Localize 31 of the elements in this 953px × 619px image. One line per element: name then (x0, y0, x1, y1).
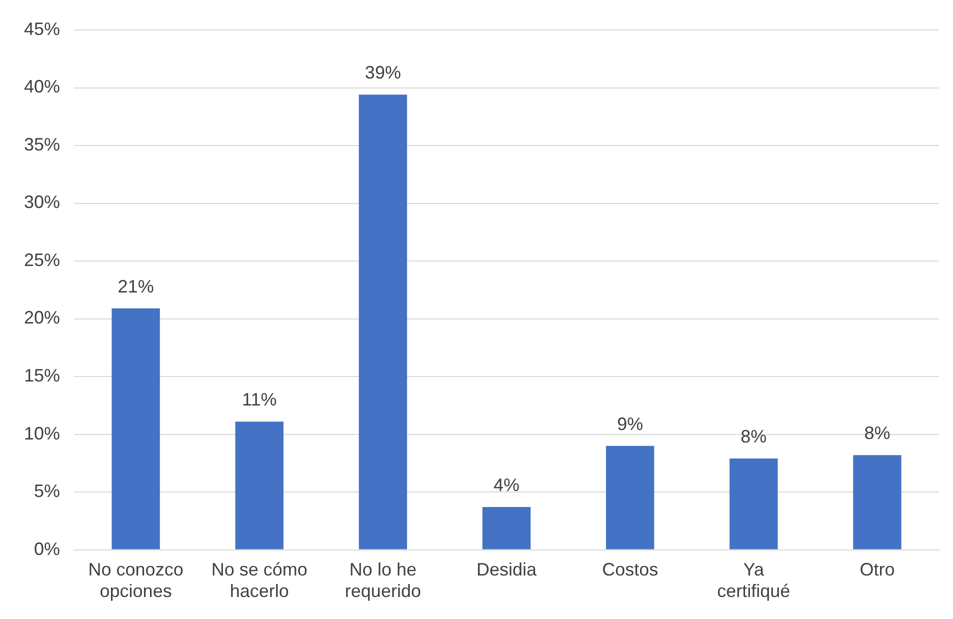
y-tick-label: 20% (24, 308, 60, 328)
x-tick-label: Costos (602, 560, 658, 580)
bar (853, 455, 902, 550)
bar (482, 507, 531, 550)
x-tick-label: No se cómo hacerlo (211, 560, 308, 602)
data-label: 39% (364, 62, 401, 83)
y-tick-label: 25% (24, 250, 60, 270)
data-label: 8% (740, 426, 767, 447)
data-label: 11% (242, 390, 277, 410)
bar (730, 458, 778, 550)
y-tick-label: 10% (24, 423, 60, 444)
x-tick-label: No lo he requerido (344, 560, 421, 602)
data-label: 8% (864, 423, 890, 444)
bar (358, 94, 408, 550)
y-tick-label: 0% (34, 538, 60, 559)
y-tick-label: 30% (24, 192, 60, 212)
y-tick-label: 15% (24, 366, 60, 386)
y-tick-label: 45% (24, 18, 60, 39)
bar (606, 446, 654, 550)
y-tick-label: 5% (34, 481, 60, 502)
y-tick-label: 40% (24, 76, 60, 97)
data-label: 9% (617, 414, 644, 434)
x-tick-label: Otro (860, 560, 895, 580)
bar (112, 308, 160, 550)
y-tick-label: 35% (24, 134, 60, 154)
x-tick-label: No conozco opciones (88, 560, 184, 602)
bar (235, 422, 284, 550)
x-tick-label: Ya certifiqué (717, 560, 790, 602)
data-label: 4% (494, 475, 520, 496)
data-label: 21% (118, 276, 154, 296)
x-tick-label: Desidia (476, 560, 538, 580)
